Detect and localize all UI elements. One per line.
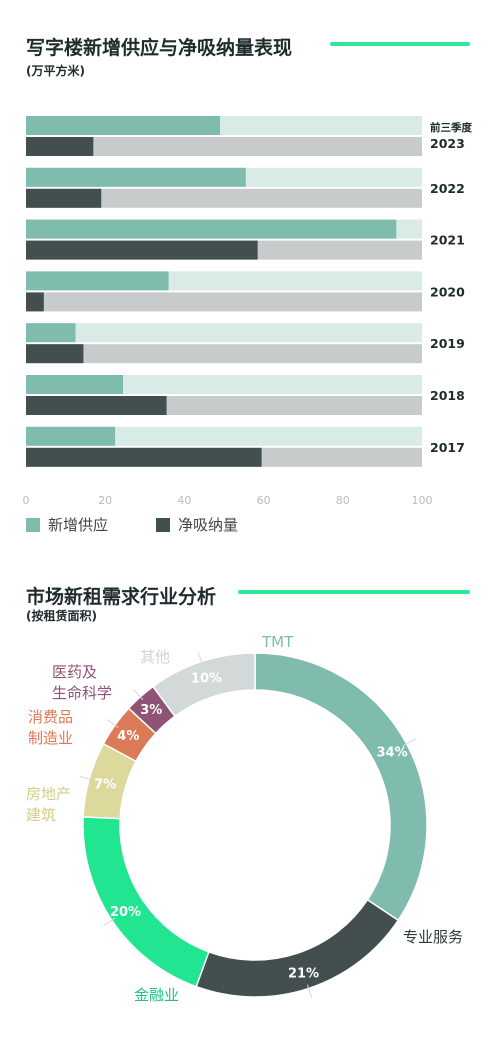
category-label: 2022 bbox=[430, 181, 465, 196]
title-accent-line-1 bbox=[330, 42, 470, 46]
category-label: 2018 bbox=[430, 388, 465, 403]
slice-percent-label: 10% bbox=[191, 671, 222, 686]
slice-category-label: 专业服务 bbox=[403, 928, 463, 946]
x-tick-label: 20 bbox=[98, 494, 112, 507]
category-label: 前三季度 bbox=[430, 121, 472, 134]
supply-bar-track bbox=[26, 426, 422, 446]
bar-chart-title: 写字楼新增供应与净吸纳量表现 bbox=[26, 37, 293, 59]
slice-category-label: 消费品 bbox=[28, 708, 73, 726]
x-tick-label: 60 bbox=[257, 494, 271, 507]
absorption-bar bbox=[26, 292, 44, 312]
bar-group bbox=[26, 375, 422, 415]
absorption-bar bbox=[26, 344, 84, 364]
bar-group bbox=[26, 116, 422, 156]
category-label: 2019 bbox=[430, 336, 465, 351]
supply-bar bbox=[26, 116, 221, 135]
legend-label-absorption: 净吸纳量 bbox=[178, 516, 239, 534]
supply-bar bbox=[26, 167, 246, 187]
bar-group bbox=[26, 271, 422, 312]
donut-chart-title: 市场新租需求行业分析 bbox=[26, 586, 217, 608]
slice-percent-label: 34% bbox=[377, 746, 408, 761]
supply-bar-track bbox=[26, 375, 422, 394]
supply-absorption-bar-chart: 前三季度 2023 2022 2021 2020 2019 2018 2017 0 20 40 60 8… bbox=[23, 116, 472, 507]
slice-percent-label: 7% bbox=[94, 778, 116, 793]
absorption-bar-track bbox=[26, 137, 422, 156]
slice-category-label: 建筑 bbox=[26, 806, 56, 824]
supply-bar bbox=[26, 219, 397, 239]
donut-slice bbox=[195, 898, 400, 998]
legend-item-absorption: 净吸纳量 bbox=[156, 514, 238, 535]
x-tick-label: 80 bbox=[336, 494, 350, 507]
category-label: 2020 bbox=[430, 284, 465, 299]
donut-slice bbox=[254, 652, 428, 922]
slice-leader-line bbox=[133, 689, 144, 701]
slice-leader-line bbox=[197, 651, 204, 666]
slice-leader-line bbox=[106, 719, 119, 728]
slice-category-label: 房地产 bbox=[26, 785, 71, 803]
absorption-bar bbox=[26, 396, 167, 415]
slice-category-label: 其他 bbox=[140, 648, 170, 666]
slice-leader-line bbox=[79, 776, 94, 781]
donut-chart-subtitle: (按租赁面积) bbox=[26, 609, 97, 623]
slice-leader-line bbox=[402, 738, 416, 747]
absorption-bar-track bbox=[26, 344, 422, 364]
slice-percent-label: 4% bbox=[117, 729, 139, 744]
slice-category-label: 医药及 bbox=[52, 663, 97, 681]
legend-swatch-absorption bbox=[156, 517, 171, 532]
x-tick-label: 0 bbox=[23, 494, 30, 507]
legend-swatch-supply bbox=[26, 517, 40, 532]
supply-bar bbox=[26, 375, 124, 394]
slice-category-label: TMT bbox=[261, 633, 294, 651]
bar-chart-legend: 新增供应 净吸纳量 bbox=[26, 514, 286, 535]
category-label: 2021 bbox=[430, 233, 465, 248]
slice-category-label: 制造业 bbox=[28, 729, 73, 747]
supply-bar bbox=[26, 323, 76, 343]
slice-percent-label: 21% bbox=[288, 967, 319, 982]
absorption-bar-track bbox=[26, 188, 422, 208]
category-label: 2023 bbox=[430, 136, 465, 151]
x-tick-label: 100 bbox=[412, 494, 433, 507]
bar-group bbox=[26, 323, 422, 364]
absorption-bar bbox=[26, 137, 94, 156]
slice-leader-line bbox=[306, 984, 313, 999]
bar-chart-unit: (万平方米) bbox=[26, 64, 85, 78]
bar-group bbox=[26, 219, 422, 260]
slice-category-label: 生命科学 bbox=[52, 684, 112, 702]
slice-leader-line bbox=[103, 917, 116, 927]
absorption-bar-track bbox=[26, 292, 422, 312]
x-tick-label: 40 bbox=[177, 494, 191, 507]
bar-group bbox=[26, 167, 422, 208]
absorption-bar bbox=[26, 447, 262, 467]
supply-bar bbox=[26, 426, 116, 446]
absorption-bar bbox=[26, 188, 102, 208]
supply-bar-track bbox=[26, 323, 422, 343]
slice-category-label: 金融业 bbox=[134, 986, 179, 1004]
slice-percent-label: 3% bbox=[140, 703, 162, 718]
legend-label-supply: 新增供应 bbox=[48, 516, 109, 534]
slice-percent-label: 20% bbox=[110, 905, 141, 920]
donut-slice bbox=[82, 816, 210, 988]
bar-group bbox=[26, 426, 422, 467]
title-accent-line-2 bbox=[238, 590, 470, 594]
category-label: 2017 bbox=[430, 440, 465, 455]
absorption-bar bbox=[26, 240, 258, 260]
donut-slice bbox=[151, 652, 256, 718]
supply-bar bbox=[26, 271, 169, 291]
legend-item-supply: 新增供应 bbox=[26, 514, 108, 535]
